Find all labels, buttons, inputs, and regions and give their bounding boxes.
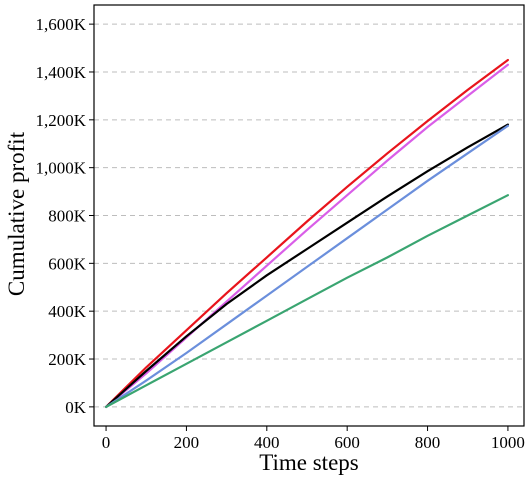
y-tick-label: 200K <box>48 350 87 369</box>
y-axis-title: Cumulative profit <box>4 131 29 296</box>
axis-ticks <box>89 23 509 431</box>
series-line-2 <box>104 63 509 408</box>
y-tick-label: 1,600K <box>35 15 86 34</box>
series-lines <box>104 58 509 408</box>
x-tick-label: 0 <box>102 433 111 452</box>
x-axis-title: Time steps <box>259 450 359 475</box>
y-tick-label: 1,400K <box>35 63 86 82</box>
y-tick-label: 1,000K <box>35 159 86 178</box>
series-line-3 <box>104 123 509 408</box>
x-tick-label: 800 <box>415 433 441 452</box>
series-line-1 <box>104 58 509 408</box>
series-line-5 <box>104 194 509 408</box>
x-tick-label: 600 <box>334 433 360 452</box>
x-tick-label: 1000 <box>491 433 525 452</box>
y-tick-labels: 0K 200K 400K 600K 800K 1,000K 1,200K 1,400K 1,60… <box>35 15 86 417</box>
y-tick-label: 400K <box>48 302 87 321</box>
series-line-4 <box>104 124 509 408</box>
y-tick-label: 600K <box>48 254 87 273</box>
x-tick-label: 200 <box>174 433 200 452</box>
y-tick-label: 1,200K <box>35 111 86 130</box>
y-tick-label: 0K <box>65 398 87 417</box>
x-tick-label: 400 <box>254 433 280 452</box>
x-tick-labels: 0 200 400 600 800 1000 <box>102 433 525 452</box>
y-tick-label: 800K <box>48 207 87 226</box>
grid-lines <box>94 23 524 408</box>
